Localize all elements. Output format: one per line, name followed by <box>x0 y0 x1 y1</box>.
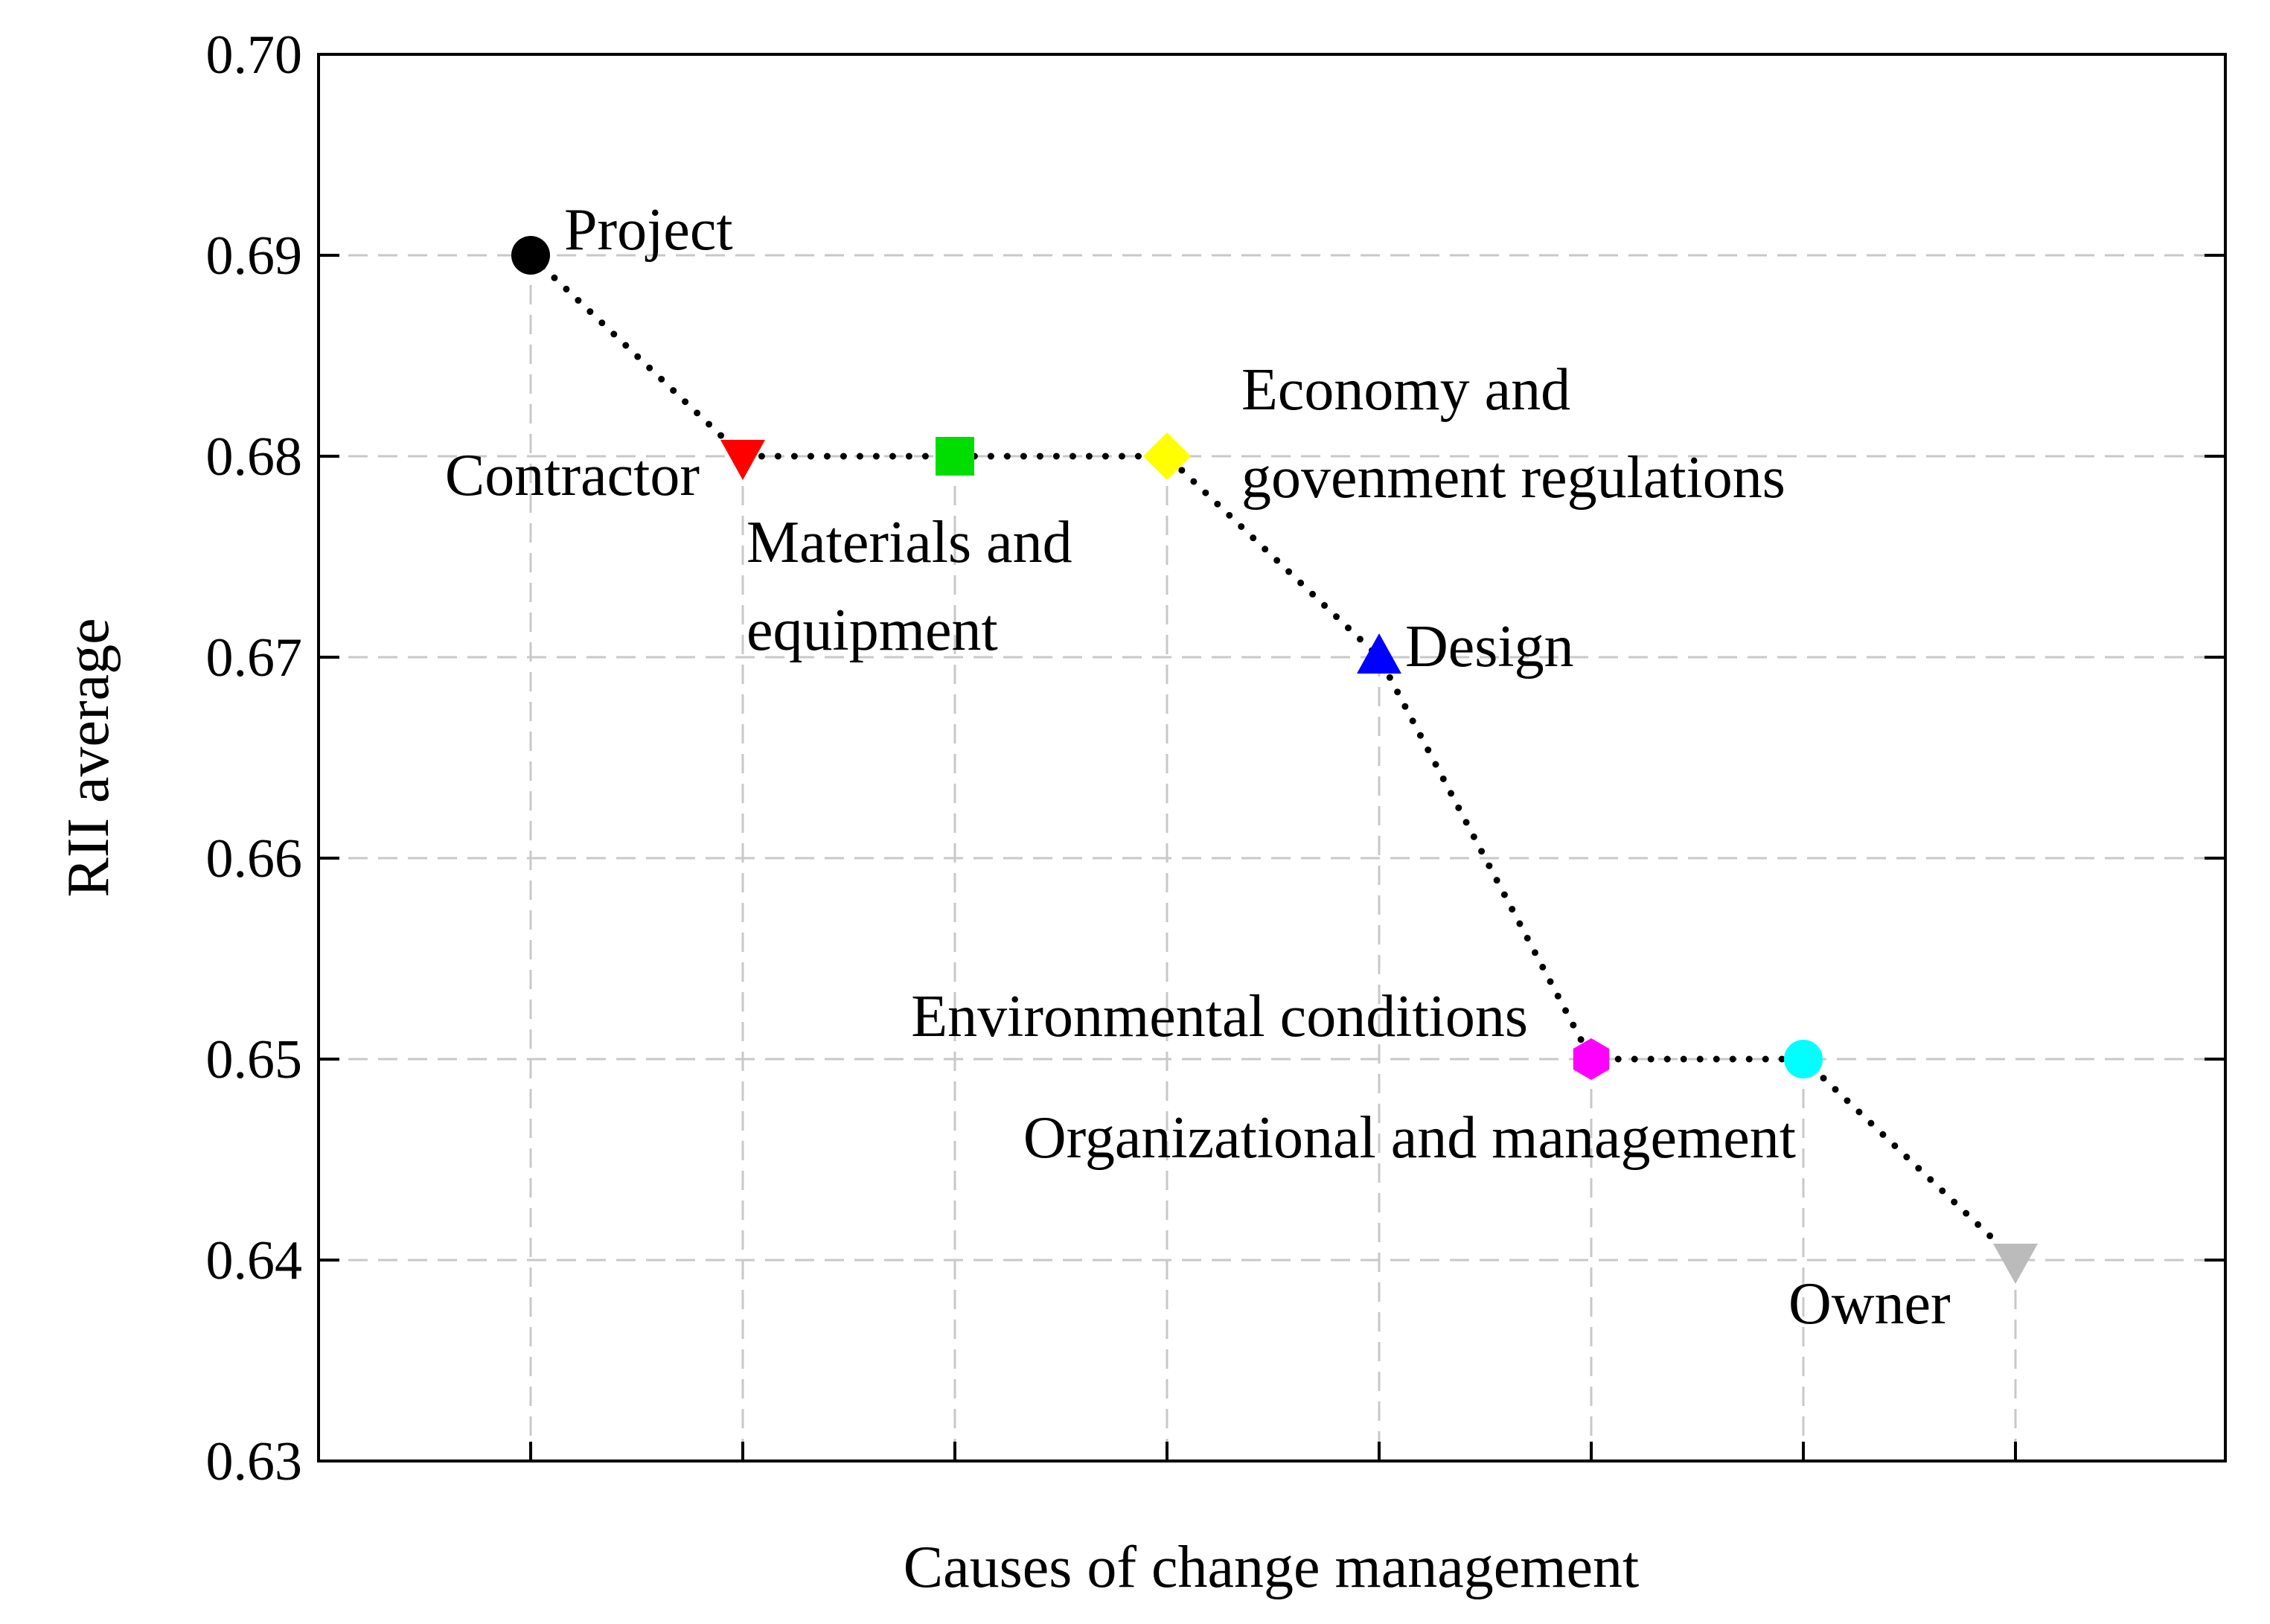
point-label: Economy and <box>1241 357 1570 423</box>
marker-triangle-down <box>1993 1244 2038 1284</box>
y-tick-label: 0.65 <box>206 1029 303 1090</box>
y-tick-label: 0.69 <box>206 226 303 287</box>
point-label: Project <box>564 197 733 263</box>
y-tick-label: 0.66 <box>206 828 303 889</box>
marker-triangle-up <box>1357 633 1401 674</box>
y-axis-title: RII average <box>56 618 121 897</box>
y-tick-label: 0.63 <box>206 1431 303 1492</box>
point-label: equipment <box>746 598 998 663</box>
connector-line <box>527 252 2019 1264</box>
point-label: Environmental conditions <box>911 984 1528 1049</box>
markers <box>511 236 2038 1284</box>
connector-polyline <box>527 252 2019 1264</box>
point-label: Contractor <box>445 443 700 508</box>
marker-circle <box>1784 1040 1823 1078</box>
y-tick-label: 0.67 <box>206 627 303 688</box>
point-label: Materials and <box>746 510 1072 575</box>
marker-circle <box>511 236 550 275</box>
marker-triangle-down <box>720 440 765 480</box>
marker-square <box>936 437 974 476</box>
x-axis-title: Causes of change management <box>904 1535 1640 1600</box>
point-label: Owner <box>1788 1271 1951 1337</box>
marker-diamond <box>1143 432 1191 480</box>
point-label: Design <box>1405 614 1574 680</box>
point-label: govenment regulations <box>1241 445 1785 511</box>
y-tick-label: 0.64 <box>206 1230 303 1291</box>
point-label: Organizational and management <box>1023 1105 1796 1171</box>
y-tick-label: 0.70 <box>206 25 303 86</box>
axis-ticks: 0.63 0.64 0.65 0.66 0.67 0.68 0.69 0.70 <box>206 25 2225 1492</box>
y-tick-label: 0.68 <box>206 426 303 487</box>
point-labels: Project Contractor Materials and equipment E… <box>445 197 1951 1337</box>
marker-hexagon <box>1573 1038 1610 1080</box>
plot-frame <box>317 53 2227 1462</box>
grid <box>319 254 2225 1461</box>
